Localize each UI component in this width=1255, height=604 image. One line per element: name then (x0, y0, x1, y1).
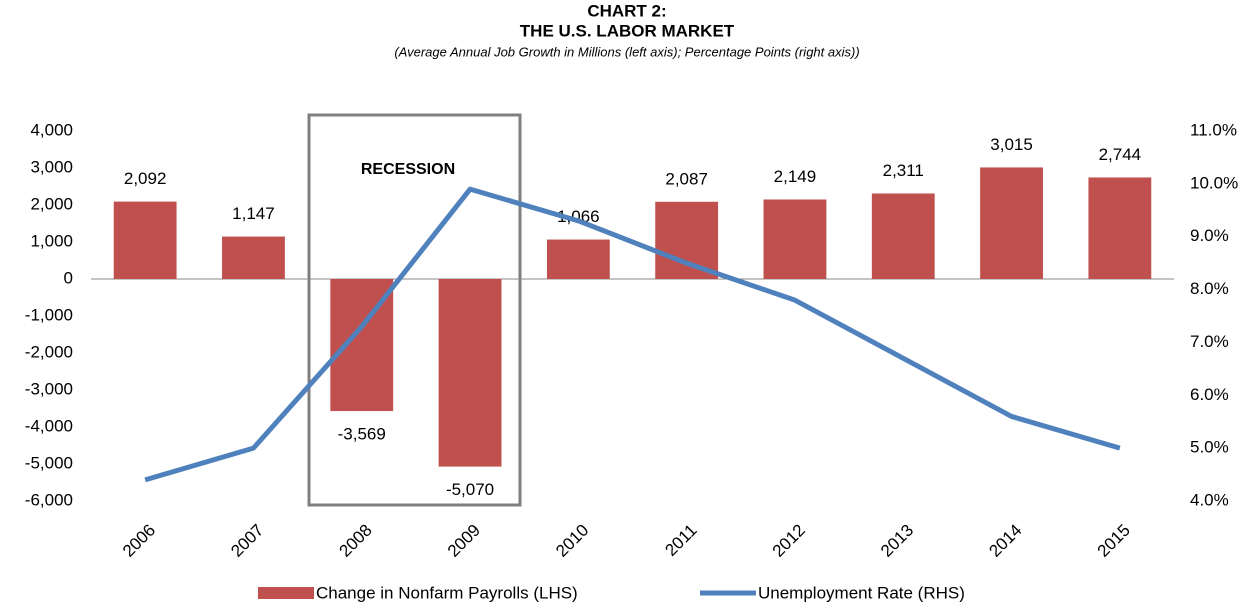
x-tick-label: 2007 (227, 521, 267, 561)
chart-title: CHART 2: (587, 1, 666, 20)
y2-tick-label: 4.0% (1190, 490, 1229, 509)
bar (763, 199, 827, 279)
annotation: RECESSION (361, 161, 455, 178)
y2-tick-label: 9.0% (1190, 226, 1229, 245)
x-tick-label: 2014 (985, 521, 1025, 561)
x-tick-label: 2011 (661, 521, 700, 560)
y-tick-label: -6,000 (25, 490, 73, 509)
bar (113, 201, 177, 279)
legend-label: Change in Nonfarm Payrolls (LHS) (316, 583, 578, 602)
x-tick-label: 2013 (877, 521, 917, 561)
x-tick-label: 2006 (119, 521, 159, 561)
y-tick-label: 2,000 (30, 194, 73, 213)
y-tick-label: 1,000 (30, 231, 73, 250)
y-tick-label: -5,000 (25, 453, 73, 472)
value-label: 1,066 (557, 207, 600, 226)
x-tick-label: 2009 (444, 521, 484, 561)
value-label: -5,070 (446, 480, 494, 499)
x-tick-label: 2015 (1094, 521, 1134, 561)
value-label: 2,311 (883, 161, 924, 180)
value-label: -3,569 (338, 425, 386, 444)
value-label: 2,744 (1099, 145, 1142, 164)
bar (871, 193, 935, 279)
x-tick-label: 2012 (769, 521, 809, 561)
bar (546, 239, 610, 279)
value-label: 1,147 (232, 204, 275, 223)
line (144, 186, 1121, 483)
value-label: 2,092 (124, 169, 167, 188)
y-tick-label: -3,000 (25, 379, 73, 398)
y2-tick-label: 7.0% (1190, 332, 1229, 351)
x-tick-label: 2008 (336, 521, 376, 561)
y-tick-label: -2,000 (25, 342, 73, 361)
value-label: 2,149 (774, 167, 817, 186)
legend-swatch (258, 587, 314, 599)
x-tick-label: 2010 (552, 521, 592, 561)
y-tick-label: 3,000 (30, 157, 73, 176)
y-tick-label: 4,000 (30, 120, 73, 139)
bar (222, 236, 285, 279)
value-label: 2,087 (665, 169, 708, 188)
chart-title: THE U.S. LABOR MARKET (520, 21, 735, 40)
y-tick-label: -1,000 (25, 305, 73, 324)
chart-subtitle: (Average Annual Job Growth in Millions (… (394, 44, 859, 59)
y2-tick-label: 5.0% (1190, 438, 1229, 457)
bar (655, 201, 719, 279)
bar (980, 167, 1043, 279)
y2-tick-label: 10.0% (1190, 173, 1238, 192)
y2-tick-label: 6.0% (1190, 385, 1229, 404)
legend-label: Unemployment Rate (RHS) (758, 583, 965, 602)
bar (438, 279, 502, 467)
y-tick-label: -4,000 (25, 416, 73, 435)
y2-tick-label: 8.0% (1190, 279, 1229, 298)
value-label: 3,015 (990, 135, 1033, 154)
recession-box (307, 113, 522, 507)
bar (1088, 177, 1152, 279)
y2-tick-label: 11.0% (1190, 120, 1237, 139)
y-tick-label: 0 (64, 268, 73, 287)
